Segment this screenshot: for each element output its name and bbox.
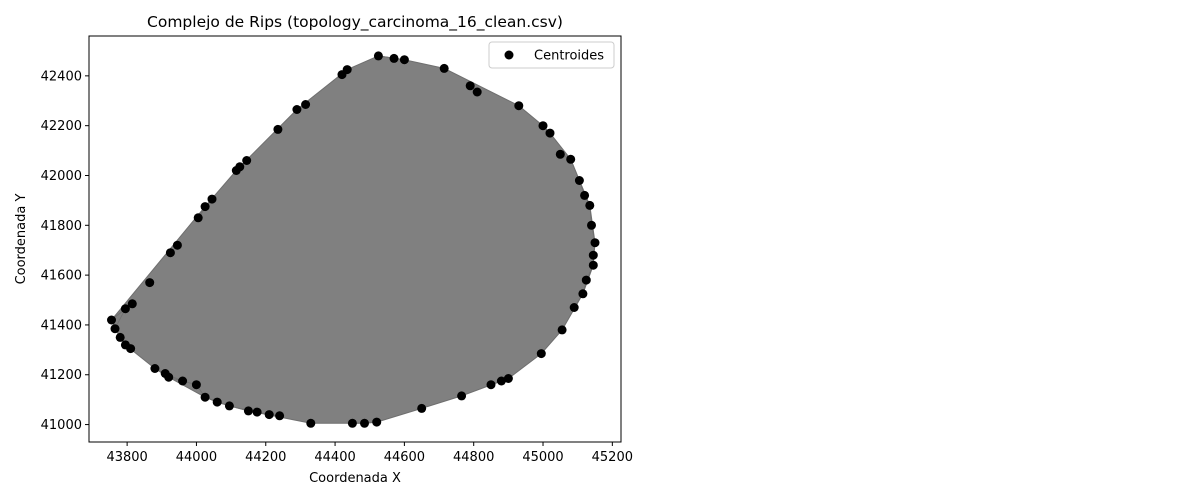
centroid-point	[574, 176, 584, 185]
centroid-point	[503, 374, 513, 383]
centroid-point	[342, 65, 352, 75]
centroid-point	[578, 289, 588, 299]
centroid-point	[150, 364, 160, 373]
x-tick-label: 44200	[245, 450, 286, 465]
centroid-point	[555, 149, 565, 159]
centroid-point	[373, 51, 383, 61]
centroid-point	[191, 380, 201, 390]
centroid-point	[275, 411, 285, 421]
centroid-point	[172, 240, 182, 250]
centroid-point	[514, 101, 524, 111]
centroid-point	[536, 349, 546, 359]
centroid-point	[588, 260, 598, 270]
y-tick-label: 42200	[41, 119, 82, 134]
centroid-point	[557, 325, 567, 335]
centroid-point	[110, 324, 120, 334]
centroid-point	[127, 299, 137, 309]
centroid-point	[372, 417, 382, 427]
centroid-point	[496, 376, 506, 386]
centroid-point	[193, 213, 203, 223]
centroid-point	[126, 344, 136, 354]
rips-complex-fill	[110, 55, 596, 424]
x-tick-label: 44400	[314, 450, 355, 465]
centroid-point	[580, 190, 590, 200]
x-tick-label: 45200	[592, 450, 633, 465]
centroid-point	[178, 376, 188, 386]
centroid-point	[347, 418, 357, 428]
centroid-point	[273, 124, 283, 134]
y-tick-label: 42000	[41, 169, 82, 184]
x-tick-label: 45000	[522, 450, 563, 465]
y-axis: 41000 41200 41400 41600 41800 42000 42200 42400	[41, 69, 89, 433]
x-tick-label: 44000	[176, 450, 217, 465]
chart-title: Complejo de Rips (topology_carcinoma_16_…	[147, 13, 563, 32]
centroid-point	[465, 81, 475, 91]
centroid-point	[587, 220, 596, 230]
centroid-point	[235, 162, 245, 172]
centroid-point	[545, 128, 555, 138]
centroid-point	[472, 87, 482, 97]
centroid-point	[588, 250, 598, 260]
centroid-point	[569, 303, 579, 312]
centroid-point	[389, 53, 399, 63]
x-tick-label: 44800	[453, 450, 494, 465]
y-tick-label: 41800	[41, 219, 82, 234]
plot-area	[107, 51, 600, 428]
centroid-point	[200, 392, 210, 402]
y-axis-title: Coordenada Y	[14, 194, 29, 285]
centroid-point	[200, 202, 210, 212]
centroid-point	[212, 397, 222, 407]
centroid-point	[360, 418, 369, 428]
centroid-point	[252, 407, 262, 417]
legend-label: Centroides	[534, 49, 604, 64]
centroid-point	[243, 406, 253, 416]
centroid-point	[115, 332, 125, 342]
centroid-point	[264, 410, 274, 420]
y-tick-label: 41600	[41, 269, 82, 284]
centroid-point	[120, 304, 130, 314]
y-tick-label: 42400	[41, 69, 82, 84]
centroid-point	[566, 154, 576, 164]
centroid-point	[439, 63, 449, 73]
centroid-point	[581, 275, 591, 285]
centroid-point	[486, 380, 496, 390]
y-tick-label: 41000	[41, 418, 82, 433]
x-axis-title: Coordenada X	[309, 471, 401, 486]
centroid-point	[301, 100, 311, 109]
centroid-point	[306, 418, 316, 428]
y-tick-label: 41400	[41, 318, 82, 333]
centroid-point	[585, 200, 595, 210]
x-tick-label: 43800	[106, 450, 147, 465]
legend: Centroides	[488, 41, 615, 69]
axes-frame	[88, 35, 622, 443]
centroid-point	[457, 391, 467, 401]
legend-marker	[504, 50, 514, 60]
centroid-point	[538, 121, 548, 131]
centroid-point	[107, 315, 116, 325]
centroid-point	[164, 372, 174, 382]
x-axis: 43800 44000 44200 44400 44600 44800 45000 45200	[106, 442, 633, 465]
centroid-point	[417, 403, 427, 413]
centroid-point	[590, 238, 600, 248]
centroid-point	[242, 156, 252, 165]
centroid-point	[145, 278, 155, 288]
legend-box	[488, 41, 615, 69]
centroid-point	[292, 105, 302, 114]
centroid-point	[165, 248, 175, 258]
centroid-point	[207, 194, 217, 204]
centroid-point	[399, 55, 409, 65]
y-tick-label: 41200	[41, 368, 82, 383]
centroid-point	[224, 401, 234, 411]
x-tick-label: 44600	[384, 450, 425, 465]
